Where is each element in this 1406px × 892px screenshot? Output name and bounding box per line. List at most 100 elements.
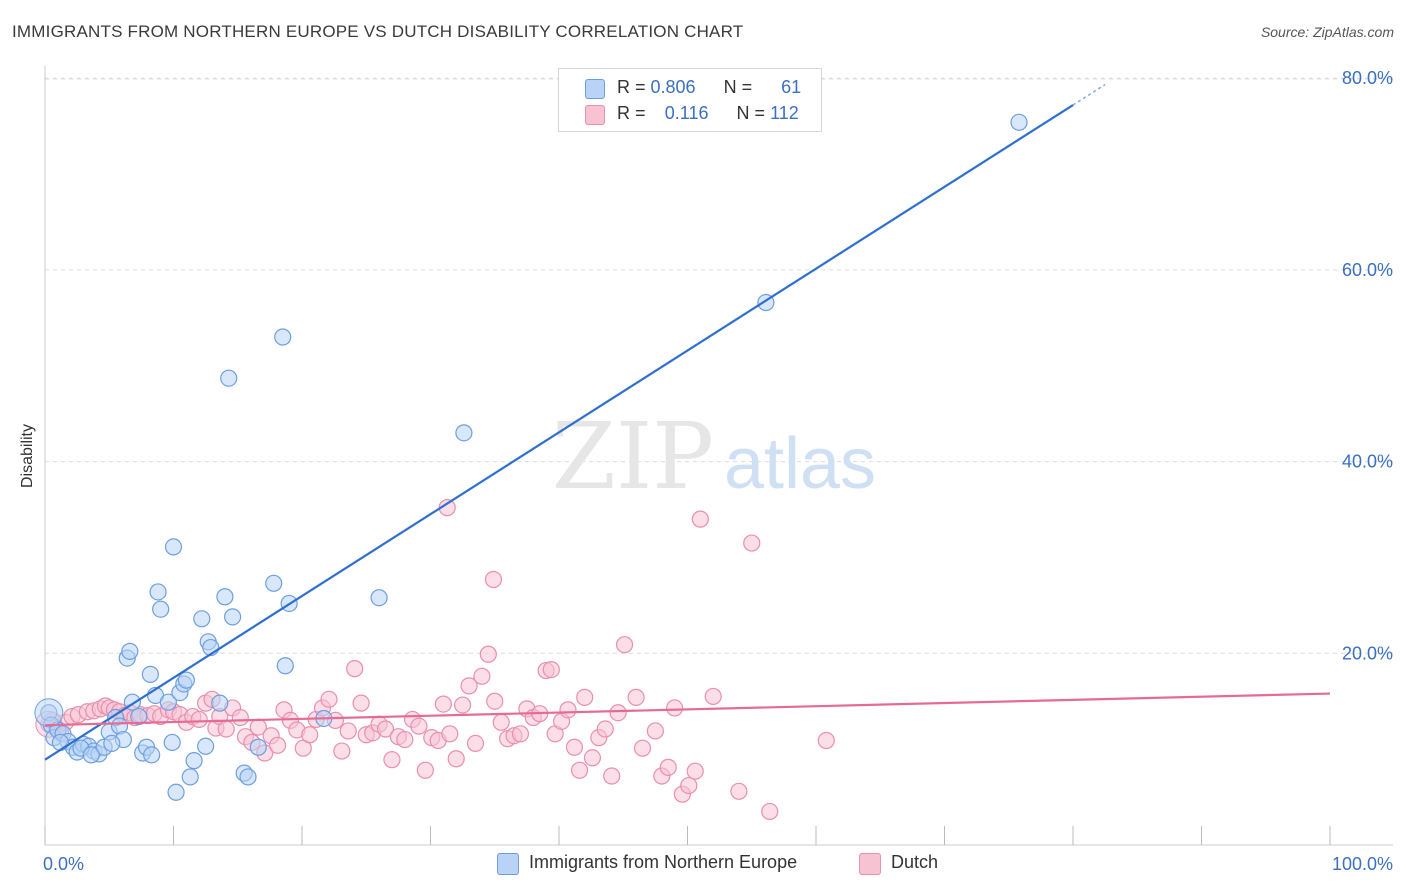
grid-lines xyxy=(45,77,1393,654)
northern-europe-point xyxy=(177,671,195,689)
dutch-point xyxy=(666,699,684,717)
northern-europe-point xyxy=(181,768,199,786)
legend-n-value: 112 xyxy=(770,103,799,123)
dutch-point xyxy=(730,782,748,800)
northern-europe-point xyxy=(149,583,167,601)
dutch-point xyxy=(416,761,434,779)
northern-europe-point xyxy=(455,424,473,442)
y-tick-label: 40.0% xyxy=(1342,452,1393,472)
series-legend: Immigrants from Northern Europe Dutch xyxy=(0,852,1406,878)
legend-swatch-pink xyxy=(585,105,605,125)
northern-europe-point xyxy=(34,698,64,728)
legend-n-label: N = xyxy=(736,103,771,123)
dutch-point xyxy=(333,742,351,760)
dutch-point xyxy=(761,802,779,821)
northern-europe-point xyxy=(370,589,388,607)
chart-title: IMMIGRANTS FROM NORTHERN EUROPE VS DUTCH… xyxy=(12,22,744,41)
dutch-point xyxy=(492,713,510,731)
dutch-point xyxy=(479,645,497,663)
dutch-point xyxy=(633,739,652,757)
northern-europe-point xyxy=(1010,113,1028,131)
legend-swatch-pink xyxy=(859,853,881,875)
legend-r-value: 0.116 xyxy=(664,103,709,123)
dutch-point xyxy=(454,696,472,714)
dutch-point xyxy=(659,758,677,776)
dutch-point xyxy=(466,734,485,752)
dutch-point xyxy=(460,677,478,695)
dutch-trend-line xyxy=(44,692,1331,727)
dutch-point xyxy=(559,701,577,719)
northern-europe-point xyxy=(152,600,170,618)
dutch-point xyxy=(680,776,698,795)
dutch-point xyxy=(486,692,504,710)
dutch-point xyxy=(190,710,208,729)
legend-swatch-blue xyxy=(585,79,605,99)
northern-europe-point xyxy=(141,665,159,683)
northern-europe-point xyxy=(197,737,215,755)
dutch-point xyxy=(410,717,428,735)
legend-row-northern-europe: R = 0.806 N = 61 xyxy=(559,75,821,101)
y-tick-label: 20.0% xyxy=(1342,643,1393,663)
x-tick-label-max: 100.0% xyxy=(1332,854,1393,874)
northern-europe-point xyxy=(211,694,229,712)
watermark-atlas: atlas xyxy=(724,424,876,504)
legend-r-label: R = xyxy=(617,77,651,97)
dutch-point xyxy=(301,726,319,744)
legend-r-value: 0.806 xyxy=(650,77,696,97)
legend-n-label: N = xyxy=(723,77,758,97)
northern-europe-point xyxy=(239,768,257,786)
dutch-point xyxy=(542,660,560,679)
dutch-point xyxy=(383,751,401,769)
dutch-point xyxy=(743,534,761,552)
legend-label: Immigrants from Northern Europe xyxy=(529,852,798,872)
watermark: ZIP atlas xyxy=(552,403,876,510)
dutch-point xyxy=(646,722,664,740)
northern-europe-trend-line xyxy=(44,104,1074,761)
dutch-point xyxy=(339,722,357,740)
dutch-point xyxy=(603,767,621,785)
dutch-point xyxy=(511,725,530,743)
legend-r-label: R = xyxy=(617,103,651,123)
watermark-zip: ZIP xyxy=(552,403,714,510)
y-tick-label: 60.0% xyxy=(1342,260,1393,280)
dutch-point xyxy=(346,660,364,678)
dutch-point xyxy=(615,636,634,654)
northern-europe-point xyxy=(193,610,211,628)
legend-row-dutch: R = 0.116 N = 112 xyxy=(559,101,821,127)
dutch-point xyxy=(352,694,370,712)
dutch-point xyxy=(376,720,395,738)
northern-europe-point xyxy=(249,738,267,756)
dutch-points xyxy=(35,499,835,821)
northern-europe-point xyxy=(220,369,238,387)
dutch-point xyxy=(473,667,491,685)
northern-europe-point xyxy=(185,752,203,770)
northern-europe-point xyxy=(265,574,283,592)
northern-europe-point xyxy=(121,642,139,660)
northern-europe-point xyxy=(167,783,185,801)
dutch-point xyxy=(583,749,602,767)
legend-n-value: 61 xyxy=(781,77,802,97)
northern-europe-point xyxy=(130,707,148,726)
northern-europe-points xyxy=(34,113,1028,801)
dutch-point xyxy=(434,695,452,713)
dutch-point xyxy=(268,736,287,754)
dutch-point xyxy=(627,688,645,706)
correlation-legend: R = 0.806 N = 61 R = 0.116 N = 112 xyxy=(558,68,822,132)
dutch-point xyxy=(596,720,614,738)
y-tick-label: 80.0% xyxy=(1342,68,1393,88)
source-credit: Source: ZipAtlas.com xyxy=(1260,24,1394,40)
dutch-point xyxy=(396,730,414,749)
dutch-point xyxy=(217,720,235,738)
northern-europe-point xyxy=(103,734,121,752)
x-tick-label-min: 0.0% xyxy=(43,854,84,874)
northern-europe-point xyxy=(276,657,294,675)
northern-europe-point xyxy=(163,733,181,752)
dutch-point xyxy=(320,690,338,708)
northern-europe-trend-extension xyxy=(1072,83,1106,106)
dutch-point xyxy=(817,731,835,750)
northern-europe-point xyxy=(159,693,177,711)
northern-europe-point xyxy=(224,608,242,626)
dutch-point xyxy=(441,725,459,743)
northern-europe-point xyxy=(51,733,70,752)
dutch-point xyxy=(704,687,722,706)
